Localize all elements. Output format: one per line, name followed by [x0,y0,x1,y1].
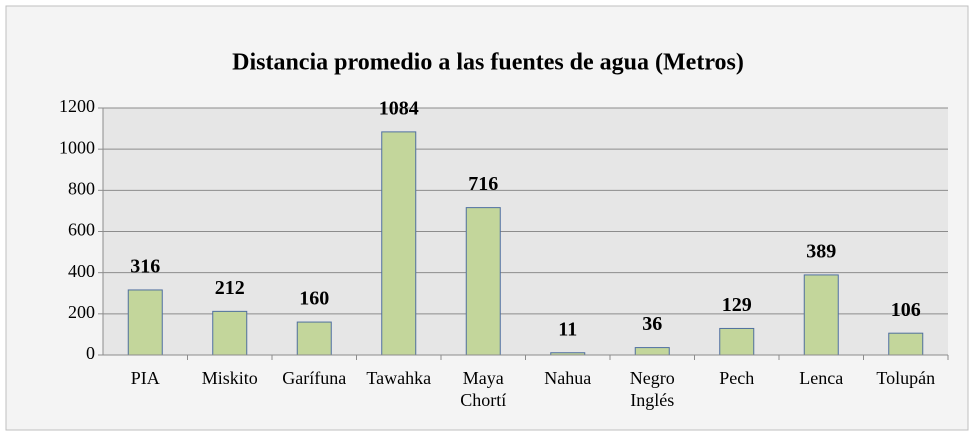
y-tick-label: 1200 [59,96,95,116]
bar [465,207,501,356]
y-tick-label: 600 [68,220,95,240]
data-label: 716 [468,173,498,195]
x-tick-text: Maya Chortí [460,368,507,410]
bar [634,347,670,356]
x-tick-text: Pech [719,368,755,388]
data-label: 316 [130,256,160,278]
x-tick-text: PIA [130,368,160,388]
data-label: 36 [642,313,662,335]
x-tick-text: Nahua [544,368,592,388]
bar [212,310,248,356]
x-tick-text: Garífuna [282,368,347,388]
data-label: 389 [806,241,836,263]
x-tick-label: Miskito [188,367,273,389]
y-tick-label: 400 [68,261,95,281]
x-tick-label: Negro Inglés [610,367,695,411]
x-tick-label: PIA [103,367,188,389]
x-tick-label: Tolupán [864,367,949,389]
x-tick-label: Nahua [526,367,611,389]
x-tick-label: Maya Chortí [441,367,526,411]
x-tick-label: Tawahka [357,367,442,389]
x-tick-text: Tolupán [876,368,936,388]
x-tick-text: Lenca [799,368,844,388]
bar [803,274,839,356]
x-tick-label: Pech [695,367,780,389]
bar [296,321,332,356]
x-tick-text: Miskito [201,368,258,388]
bar [888,332,924,356]
bar [719,327,755,356]
data-label: 160 [299,288,329,310]
bar [381,131,417,356]
y-tick-label: 1000 [59,137,95,157]
x-tick-text: Tawahka [366,368,432,388]
data-label: 106 [891,299,921,321]
chart-title: Distancia promedio a las fuentes de agua… [232,50,744,76]
y-tick-label: 800 [68,178,95,198]
x-tick-label: Lenca [779,367,864,389]
x-tick-text: Negro Inglés [629,368,675,410]
data-label: 1084 [379,97,419,119]
data-label: 129 [722,294,752,316]
y-tick-label: 200 [68,302,95,322]
bar [127,289,163,356]
y-tick-label: 0 [86,343,95,363]
data-label: 212 [215,277,245,299]
x-tick-label: Garífuna [272,367,357,389]
data-label: 11 [558,318,577,340]
